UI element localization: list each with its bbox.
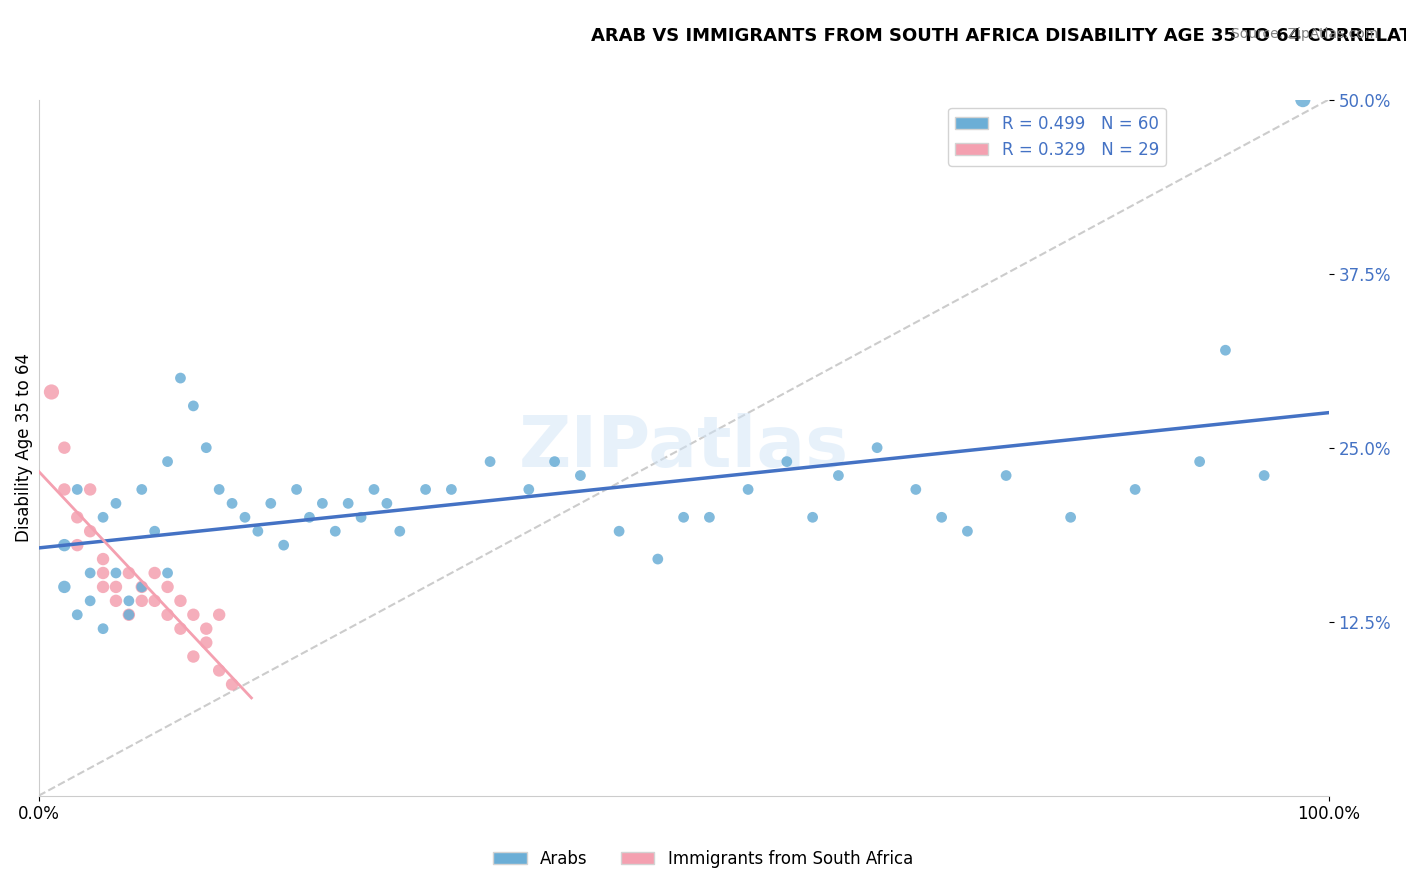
Point (285, 483, 308, 497)
Point (260, 496, 283, 510)
Point (479, 454, 502, 468)
Point (543, 454, 565, 468)
Y-axis label: Disability Age 35 to 64: Disability Age 35 to 64 (15, 353, 32, 542)
Point (131, 483, 153, 497)
Point (143, 524, 166, 539)
Point (647, 552, 669, 566)
Point (131, 580, 153, 594)
Point (440, 483, 463, 497)
Legend: R = 0.499   N = 60, R = 0.329   N = 29: R = 0.499 N = 60, R = 0.329 N = 29 (948, 108, 1166, 166)
Point (169, 622, 191, 636)
Point (1188, 454, 1211, 468)
Point (79, 566, 101, 580)
Text: ZIPatlas: ZIPatlas (519, 413, 849, 483)
Point (104, 594, 127, 608)
Point (91, 580, 114, 594)
Point (195, 622, 218, 636)
Point (169, 594, 191, 608)
Point (350, 510, 373, 524)
Point (995, 468, 1018, 483)
Point (208, 664, 231, 678)
Point (91, 566, 114, 580)
Point (363, 483, 385, 497)
Point (375, 496, 398, 510)
Point (273, 538, 295, 552)
Point (91, 552, 114, 566)
Text: ARAB VS IMMIGRANTS FROM SOUTH AFRICA DISABILITY AGE 35 TO 64 CORRELATION CHART: ARAB VS IMMIGRANTS FROM SOUTH AFRICA DIS… (591, 27, 1406, 45)
Point (246, 524, 269, 539)
Point (131, 594, 153, 608)
Point (66, 538, 89, 552)
Point (931, 510, 953, 524)
Point (118, 607, 141, 622)
Point (569, 468, 592, 483)
Legend: Arabs, Immigrants from South Africa: Arabs, Immigrants from South Africa (486, 844, 920, 875)
Point (607, 524, 630, 539)
Point (156, 566, 179, 580)
Point (91, 510, 114, 524)
Point (208, 607, 231, 622)
Point (517, 483, 540, 497)
Point (131, 580, 153, 594)
Point (672, 510, 695, 524)
Point (53, 441, 76, 455)
Point (1123, 483, 1146, 497)
Text: Source: ZipAtlas.com: Source: ZipAtlas.com (1230, 27, 1378, 41)
Point (195, 441, 218, 455)
Point (91, 622, 114, 636)
Point (388, 524, 411, 539)
Point (737, 483, 759, 497)
Point (311, 496, 333, 510)
Point (53, 483, 76, 497)
Point (233, 510, 256, 524)
Point (156, 580, 179, 594)
Point (1253, 468, 1275, 483)
Point (169, 371, 191, 385)
Point (156, 607, 179, 622)
Point (866, 441, 889, 455)
Point (221, 496, 243, 510)
Point (79, 524, 101, 539)
Point (79, 594, 101, 608)
Point (195, 635, 218, 649)
Point (66, 483, 89, 497)
Point (221, 677, 243, 691)
Point (415, 483, 437, 497)
Point (1292, 93, 1315, 107)
Point (41, 384, 63, 399)
Point (298, 510, 321, 524)
Point (183, 607, 205, 622)
Point (208, 483, 231, 497)
Point (827, 468, 849, 483)
Point (118, 566, 141, 580)
Point (143, 566, 166, 580)
Point (53, 580, 76, 594)
Point (118, 594, 141, 608)
Point (104, 566, 127, 580)
Point (904, 483, 927, 497)
Point (104, 580, 127, 594)
Point (801, 510, 824, 524)
Point (776, 454, 799, 468)
Point (156, 454, 179, 468)
Point (1059, 510, 1081, 524)
Point (66, 510, 89, 524)
Point (183, 399, 205, 413)
Point (66, 607, 89, 622)
Point (53, 538, 76, 552)
Point (143, 594, 166, 608)
Point (79, 483, 101, 497)
Point (118, 607, 141, 622)
Point (699, 510, 721, 524)
Point (1215, 343, 1237, 358)
Point (183, 649, 205, 664)
Point (104, 496, 127, 510)
Point (337, 496, 360, 510)
Point (323, 524, 346, 539)
Point (956, 524, 979, 539)
